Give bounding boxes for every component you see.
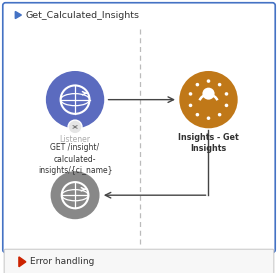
Text: Listener: Listener: [59, 135, 91, 144]
Text: Get_Calculated_Insights: Get_Calculated_Insights: [26, 11, 140, 19]
Circle shape: [225, 104, 228, 107]
FancyBboxPatch shape: [3, 3, 275, 253]
Circle shape: [207, 79, 210, 83]
Circle shape: [51, 171, 100, 219]
Circle shape: [196, 113, 199, 117]
Text: GET /insight/
calculated-
insights/{ci_name}: GET /insight/ calculated- insights/{ci_n…: [38, 143, 112, 175]
Circle shape: [207, 117, 210, 120]
Circle shape: [202, 88, 215, 100]
Circle shape: [68, 120, 82, 134]
Circle shape: [189, 104, 192, 107]
Circle shape: [218, 83, 221, 86]
Polygon shape: [19, 257, 26, 267]
Text: Insights - Get
Insights: Insights - Get Insights: [178, 133, 239, 153]
Circle shape: [196, 83, 199, 86]
Polygon shape: [15, 11, 21, 19]
Circle shape: [179, 71, 238, 128]
Circle shape: [189, 92, 192, 96]
Circle shape: [225, 92, 228, 96]
Text: Error handling: Error handling: [30, 257, 95, 266]
Circle shape: [218, 113, 221, 117]
FancyBboxPatch shape: [4, 249, 274, 273]
Circle shape: [46, 71, 104, 128]
